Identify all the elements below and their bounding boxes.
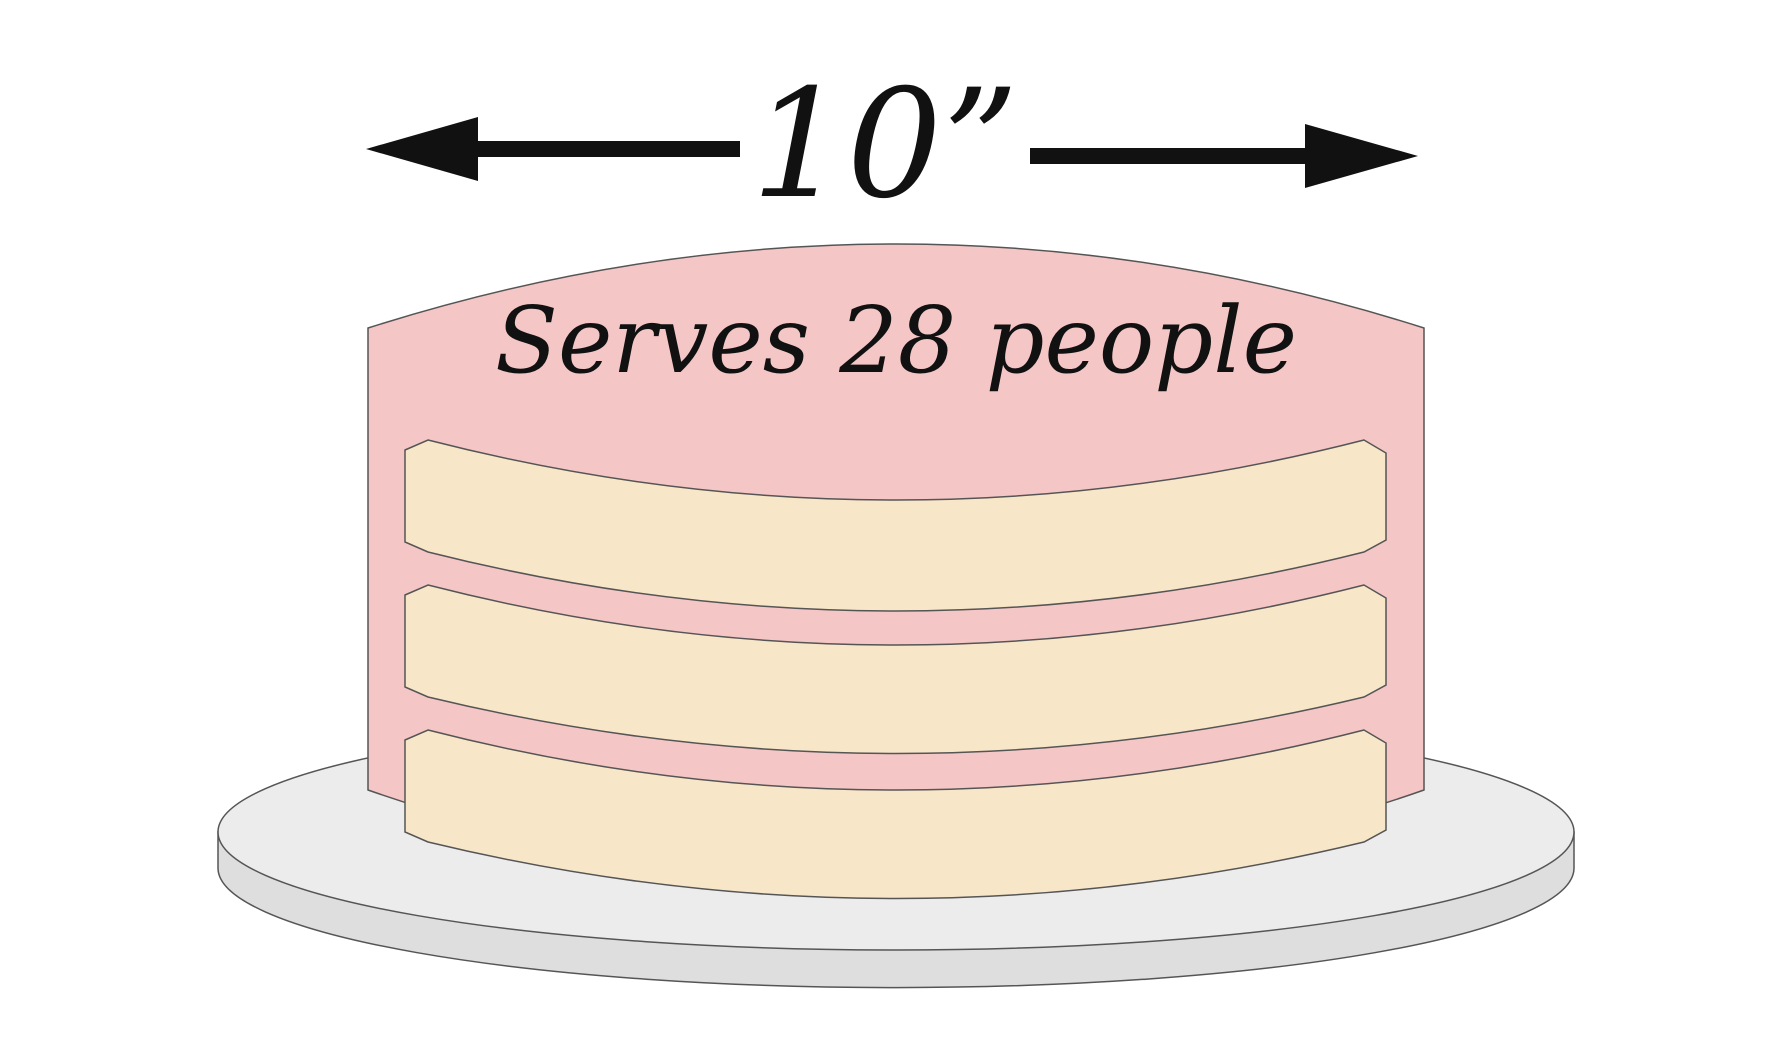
dimension-label: 10” [751, 58, 1019, 232]
width-dimension: 10” [366, 58, 1418, 232]
left-arrow-icon [366, 117, 740, 181]
cake-layer-bottom [404, 729, 1387, 900]
cake-layer-top [404, 439, 1387, 612]
right-arrow-icon [1030, 124, 1418, 188]
cake-layer-middle [404, 584, 1387, 755]
serving-label: Serves 28 people [495, 287, 1297, 394]
cake-layers [404, 439, 1387, 900]
